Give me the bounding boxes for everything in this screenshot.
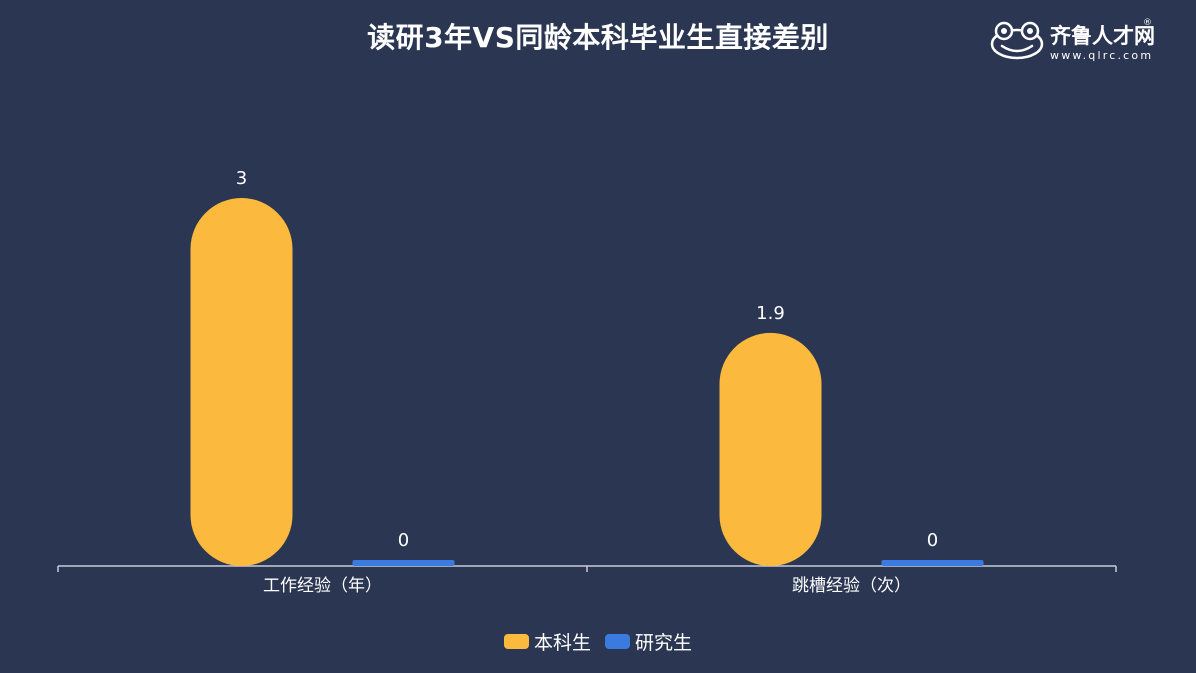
- logo-url: www.qlrc.com: [1050, 49, 1154, 62]
- data-label: 0: [398, 530, 409, 551]
- chart-legend: 本科生 研究生: [0, 628, 1196, 655]
- chart-title: 读研3年VS同龄本科毕业生直接差别: [367, 21, 829, 54]
- frog-logo-icon: [990, 21, 1044, 60]
- legend-item[interactable]: 本科生: [503, 628, 591, 655]
- bar: [190, 198, 293, 566]
- legend-item[interactable]: 研究生: [605, 628, 692, 655]
- bar: [352, 560, 455, 566]
- data-label: 1.9: [756, 303, 785, 324]
- site-logo: 齐鲁人才网 ® www.qlrc.com: [988, 18, 1184, 64]
- legend-label: 研究生: [635, 632, 693, 654]
- bar: [881, 560, 984, 566]
- logo-name: 齐鲁人才网: [1050, 24, 1155, 48]
- data-label: 0: [927, 530, 938, 551]
- data-label: 3: [236, 168, 247, 189]
- bar: [719, 332, 822, 566]
- legend-label: 本科生: [533, 632, 591, 654]
- x-tick-label: 工作经验（年）: [263, 576, 382, 596]
- logo-registered-mark: ®: [1143, 18, 1152, 28]
- legend-swatch: [605, 634, 630, 649]
- x-tick-label: 跳槽经验（次）: [792, 576, 911, 596]
- legend-swatch: [503, 634, 529, 649]
